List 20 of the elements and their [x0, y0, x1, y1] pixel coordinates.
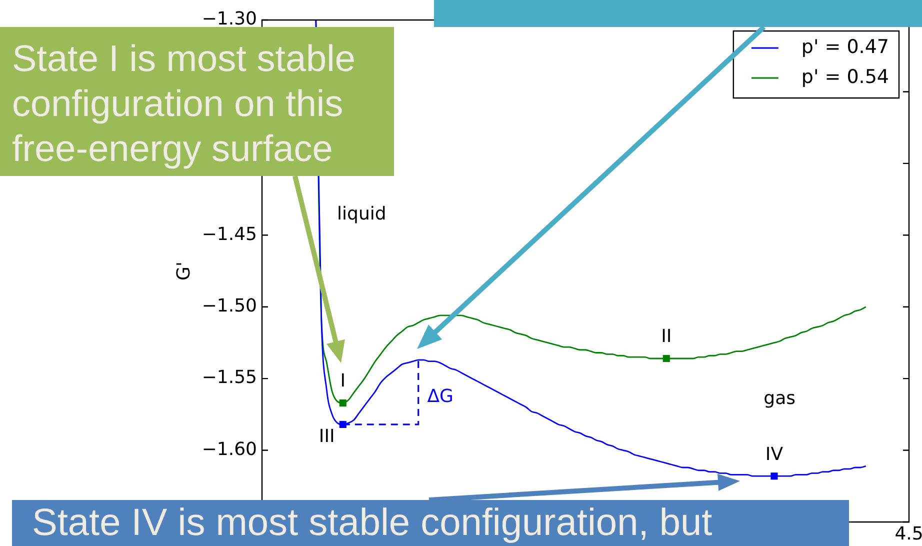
annotation: liquid	[337, 203, 386, 224]
y-tick-label: −1.50	[202, 296, 257, 317]
y-tick-label: −1.55	[202, 367, 257, 388]
y-tick-label: −1.60	[202, 438, 257, 460]
callout-box: State I is most stable configuration on this free-energy surface	[0, 27, 394, 176]
data-label: II	[661, 326, 672, 348]
data-label: III	[318, 426, 335, 448]
annotation: State I is most stable configuration on this free-energy surface	[12, 38, 356, 169]
y-tick-label: −1.45	[202, 224, 257, 245]
annotation: ΔG	[427, 386, 454, 407]
y-axis-title: G'	[173, 262, 194, 280]
callout-box: State IV is most stable configuration, but	[12, 500, 849, 546]
legend-label: p' = 0.54	[801, 66, 890, 88]
data-label: IV	[765, 444, 784, 465]
y-tick-label: −1.30	[202, 8, 257, 30]
annotation: gas	[764, 388, 796, 410]
data-label: I	[340, 370, 346, 392]
text: 4.5	[894, 524, 922, 545]
legend-label: p' = 0.47	[801, 36, 890, 58]
annotation: State IV is most stable configuration, but	[32, 502, 712, 544]
